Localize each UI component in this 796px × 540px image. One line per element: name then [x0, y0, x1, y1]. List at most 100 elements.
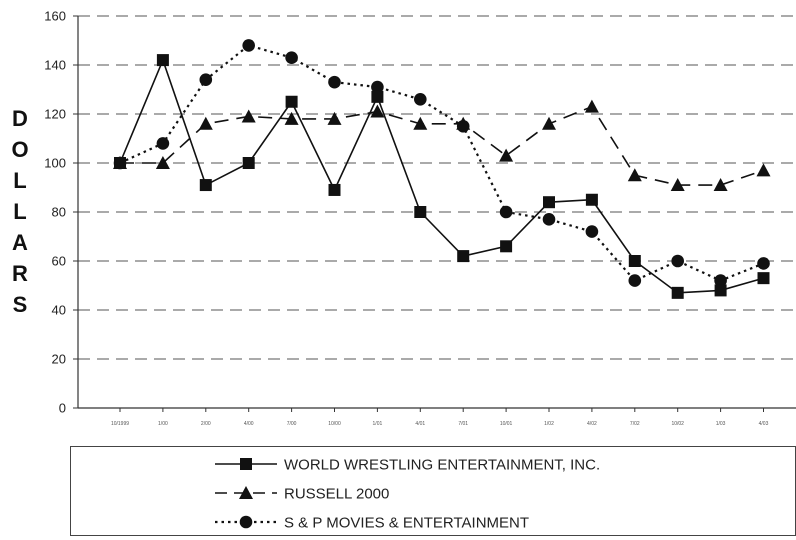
y-tick-label: 80	[52, 205, 66, 220]
data-point	[414, 93, 427, 106]
data-point	[242, 39, 255, 52]
legend-label: RUSSELL 2000	[284, 486, 389, 503]
x-tick-label: 10/02	[671, 421, 684, 427]
y-axis-label-letter: D	[12, 106, 28, 131]
y-tick-label: 160	[44, 9, 66, 24]
y-tick-label: 100	[44, 156, 66, 171]
data-point	[156, 137, 170, 150]
data-point	[370, 104, 385, 118]
x-tick-label: 10/00	[328, 421, 341, 427]
x-tick-label: 4/03	[759, 421, 769, 427]
data-point	[241, 109, 256, 123]
series-lines	[113, 39, 771, 299]
x-tick-label: 4/02	[587, 421, 597, 427]
y-tick-label: 20	[52, 352, 66, 367]
data-point	[714, 274, 727, 287]
x-tick-label: 7/00	[287, 421, 297, 427]
data-point	[371, 90, 384, 103]
data-point	[285, 51, 298, 64]
y-axis-label-letter: L	[13, 199, 26, 224]
x-tick-label: 7/01	[458, 421, 468, 427]
x-tick-label: 1/00	[158, 421, 168, 427]
legend-entry: S & P MOVIES & ENTERTAINMENT	[215, 515, 529, 532]
x-tick-label: 10/01	[500, 421, 513, 427]
data-point	[199, 179, 212, 192]
data-point	[714, 284, 727, 297]
y-axis-label-letter: A	[12, 230, 28, 255]
data-point	[713, 178, 728, 192]
data-point	[628, 274, 642, 287]
data-point	[413, 116, 428, 130]
data-point	[199, 73, 213, 86]
data-point	[285, 95, 298, 108]
data-point	[627, 168, 642, 182]
legend-marker	[239, 486, 253, 499]
gridlines	[73, 15, 796, 409]
data-point	[499, 148, 514, 162]
y-tick-labels: 0 20 40 60 80 100 120 140 160	[44, 9, 66, 416]
data-point	[242, 157, 255, 169]
data-point	[756, 163, 771, 177]
data-point	[457, 250, 470, 263]
data-point	[198, 116, 213, 130]
data-point	[328, 183, 341, 196]
series-circle	[113, 39, 770, 287]
data-point	[543, 196, 555, 209]
x-tick-label: 1/01	[373, 421, 383, 427]
series-line	[119, 44, 764, 282]
data-point	[328, 75, 341, 89]
data-point	[757, 272, 770, 285]
x-tick-label: 4/00	[244, 421, 254, 427]
x-tick-label: 10/1999	[111, 421, 129, 427]
y-tick-label: 140	[44, 58, 66, 73]
data-point	[542, 116, 556, 130]
data-point	[327, 111, 342, 125]
data-point	[671, 286, 684, 299]
data-point	[757, 257, 770, 270]
x-tick-label: 2/00	[201, 421, 211, 427]
data-point	[414, 206, 427, 218]
series-line	[119, 57, 764, 294]
data-point	[670, 178, 685, 192]
data-point	[371, 80, 384, 94]
legend: WORLD WRESTLING ENTERTAINMENT, INC. RUSSE…	[70, 446, 796, 536]
data-point	[500, 240, 513, 253]
legend-marker	[239, 515, 253, 529]
x-tick-label: 1/03	[716, 421, 726, 427]
legend-label: WORLD WRESTLING ENTERTAINMENT, INC.	[284, 457, 600, 474]
data-point	[499, 205, 513, 219]
y-axis-label-letter: S	[13, 292, 28, 317]
legend-marker	[240, 458, 252, 470]
series-square	[114, 54, 770, 299]
y-tick-label: 0	[59, 401, 66, 416]
data-point	[671, 254, 684, 268]
series-triangle	[113, 99, 771, 192]
legend-entry: RUSSELL 2000	[215, 486, 389, 503]
x-tick-label: 4/01	[415, 421, 425, 427]
data-point	[456, 119, 470, 133]
y-axis-label-letter: O	[11, 137, 28, 162]
data-point	[585, 193, 598, 206]
x-tick-label: 1/02	[544, 421, 554, 427]
y-tick-label: 60	[52, 254, 66, 269]
y-tick-label: 40	[52, 303, 66, 318]
legend-label: S & P MOVIES & ENTERTAINMENT	[284, 515, 529, 532]
data-point	[584, 99, 599, 113]
data-point	[114, 157, 126, 169]
x-tick-label: 7/02	[630, 421, 640, 427]
data-point	[542, 213, 556, 226]
legend-entry: WORLD WRESTLING ENTERTAINMENT, INC.	[215, 457, 600, 474]
x-tick-labels: 10/1999 1/00 2/00 4/00 7/00 10/00 1/01 4/01 7/01…	[111, 408, 769, 427]
data-point	[585, 225, 599, 238]
y-axis-label-letter: L	[13, 168, 26, 193]
legend-entries: WORLD WRESTLING ENTERTAINMENT, INC. RUSSE…	[215, 457, 600, 532]
y-tick-label: 120	[44, 107, 66, 122]
axes	[77, 16, 796, 409]
data-point	[156, 54, 169, 67]
series-line	[120, 105, 764, 186]
y-axis-label-letter: R	[12, 261, 28, 286]
data-point	[284, 111, 299, 125]
data-point	[628, 255, 641, 267]
